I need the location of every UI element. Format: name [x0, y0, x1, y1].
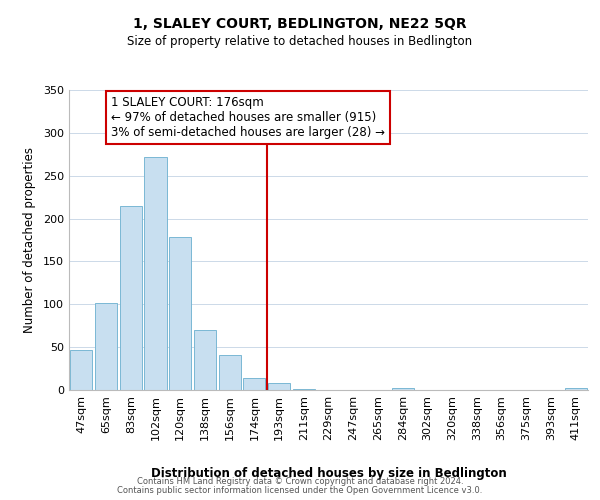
- Text: 1, SLALEY COURT, BEDLINGTON, NE22 5QR: 1, SLALEY COURT, BEDLINGTON, NE22 5QR: [133, 18, 467, 32]
- Bar: [194, 330, 216, 390]
- Text: 1 SLALEY COURT: 176sqm
← 97% of detached houses are smaller (915)
3% of semi-det: 1 SLALEY COURT: 176sqm ← 97% of detached…: [111, 96, 385, 139]
- Bar: [565, 388, 587, 390]
- Bar: [218, 355, 241, 390]
- Bar: [243, 378, 265, 390]
- Bar: [169, 236, 191, 390]
- Bar: [293, 389, 315, 390]
- Bar: [119, 206, 142, 390]
- Text: Contains HM Land Registry data © Crown copyright and database right 2024.: Contains HM Land Registry data © Crown c…: [137, 477, 463, 486]
- Text: Distribution of detached houses by size in Bedlington: Distribution of detached houses by size …: [151, 468, 506, 480]
- Bar: [70, 350, 92, 390]
- Text: Contains public sector information licensed under the Open Government Licence v3: Contains public sector information licen…: [118, 486, 482, 495]
- Y-axis label: Number of detached properties: Number of detached properties: [23, 147, 36, 333]
- Bar: [145, 157, 167, 390]
- Bar: [95, 304, 117, 390]
- Bar: [392, 388, 414, 390]
- Bar: [268, 383, 290, 390]
- Text: Size of property relative to detached houses in Bedlington: Size of property relative to detached ho…: [127, 35, 473, 48]
